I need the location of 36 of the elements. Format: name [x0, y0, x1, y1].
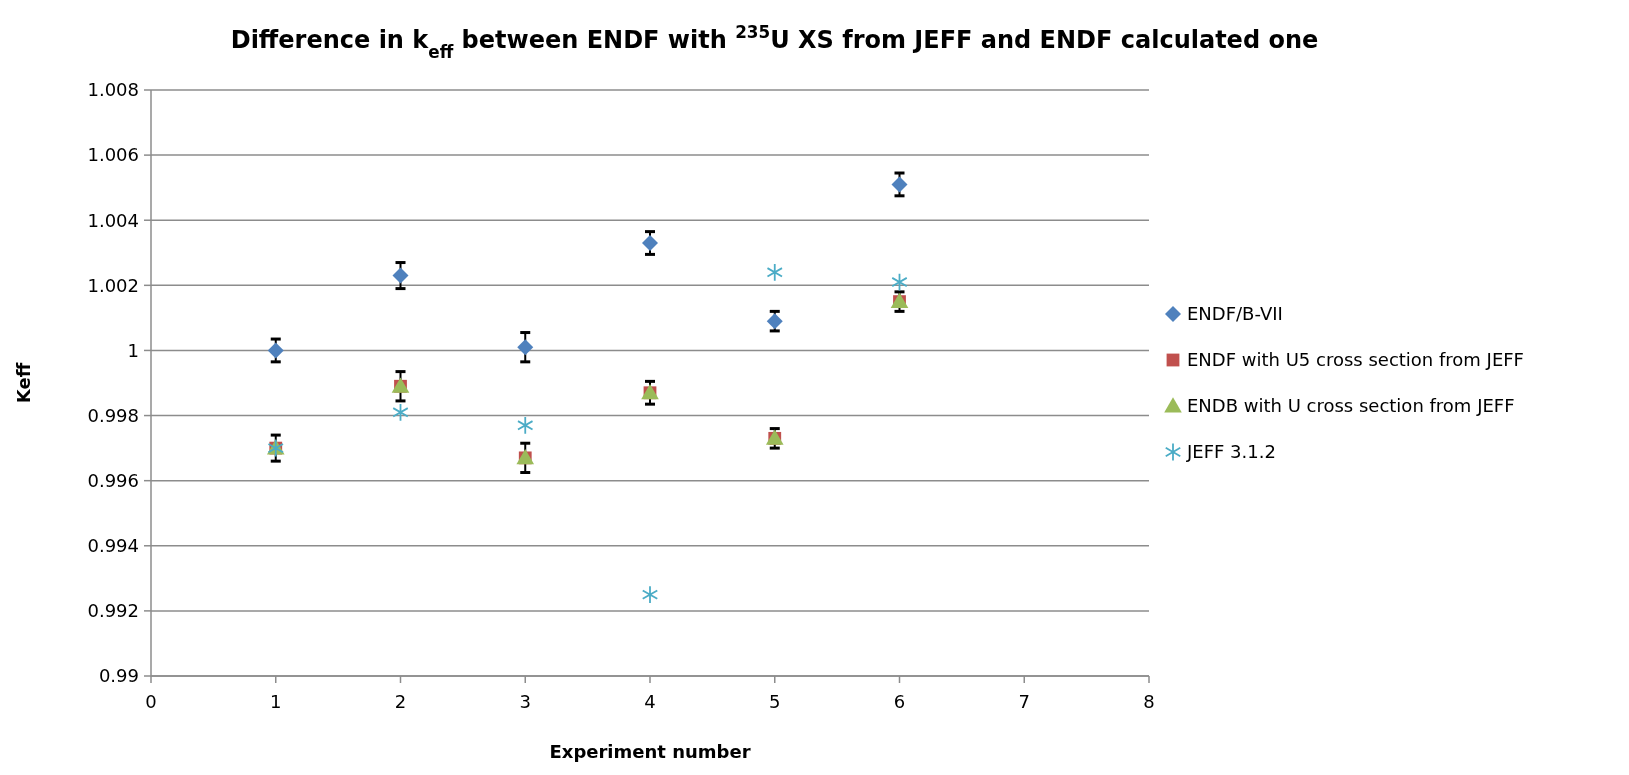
x-tick-label: 0 — [145, 691, 157, 712]
y-tick-label: 1 — [127, 339, 139, 361]
y-tick-label: 1.002 — [87, 274, 139, 296]
y-axis-title: Keff — [13, 362, 34, 404]
chart-title: Difference in k$_{eff}$ between ENDF with $^{235}$U XS from JEFF and ENDF calculated one — [230, 22, 1319, 62]
point — [392, 403, 409, 422]
x-tick-label: 4 — [644, 691, 656, 712]
y-tick-label: 0.996 — [87, 469, 139, 491]
point — [517, 339, 534, 356]
point — [766, 313, 783, 330]
y-tick-label: 1.008 — [87, 79, 139, 101]
x-tick-label: 7 — [1018, 691, 1030, 712]
x-tick-label: 8 — [1143, 691, 1155, 712]
point — [641, 585, 659, 604]
point — [766, 263, 783, 282]
x-tick-label: 1 — [270, 691, 282, 712]
point — [642, 235, 658, 252]
y-tick-label: 0.99 — [98, 665, 139, 687]
point — [891, 176, 908, 193]
x-tick-label: 6 — [893, 691, 906, 712]
point — [392, 267, 409, 284]
y-tick-label: 0.998 — [87, 404, 139, 426]
point — [517, 416, 534, 435]
legend-label: ENDB with U cross section from JEFF — [1187, 395, 1515, 417]
y-tick-label: 0.994 — [87, 535, 139, 557]
legend-label: JEFF 3.1.2 — [1186, 441, 1276, 463]
y-tick-label: 1.004 — [87, 209, 139, 231]
legend-label: ENDF with U5 cross section from JEFF — [1187, 349, 1524, 371]
y-tick-label: 0.992 — [87, 600, 139, 622]
x-tick-label: 5 — [769, 691, 781, 712]
y-tick-label: 1.006 — [87, 144, 139, 166]
x-tick-label: 2 — [394, 691, 407, 712]
x-axis-title: Experiment number — [549, 741, 751, 762]
x-tick-label: 3 — [519, 691, 531, 712]
legend-label: ENDF/B-VII — [1187, 303, 1283, 325]
point — [267, 342, 284, 359]
